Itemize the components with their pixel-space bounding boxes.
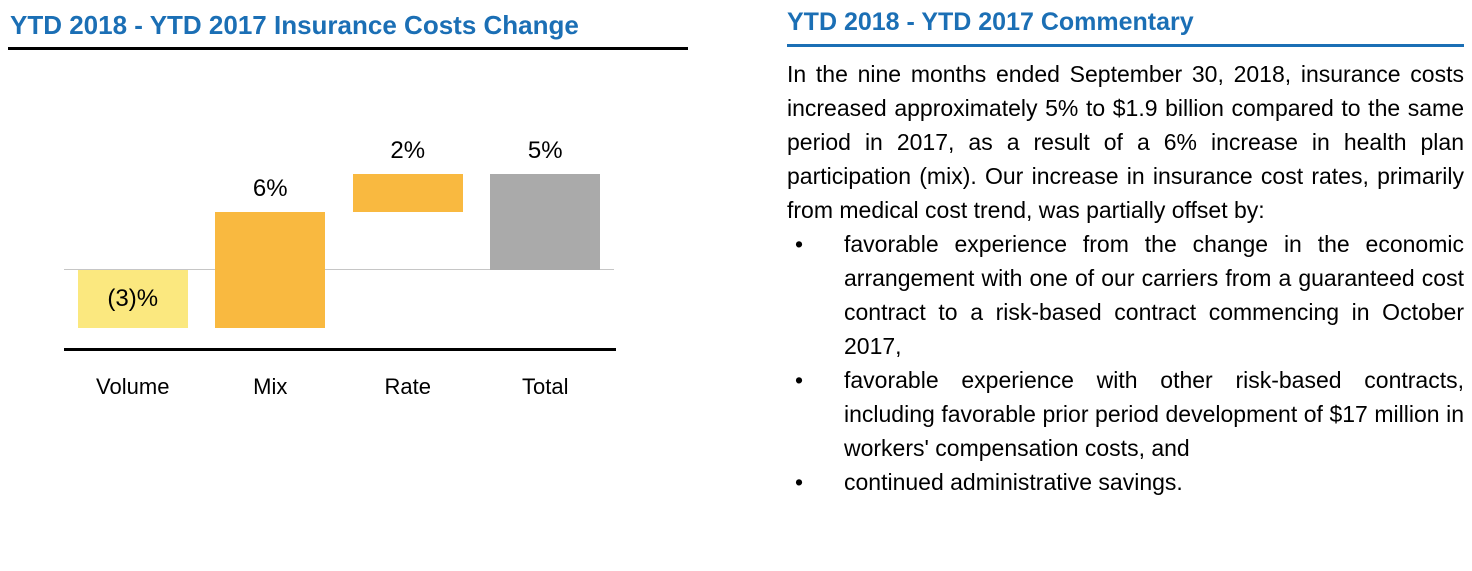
bar-volume (77, 270, 188, 328)
chart-panel: YTD 2018 - YTD 2017 Insurance Costs Chan… (8, 10, 688, 420)
bullet-marker: • (795, 367, 804, 393)
x-axis-line (64, 348, 616, 351)
bullet-item: • favorable experience from the change i… (787, 227, 1464, 363)
bullet-item: • favorable experience with other risk-b… (787, 363, 1464, 465)
bullet-marker: • (795, 231, 804, 257)
commentary-intro: In the nine months ended September 30, 2… (787, 61, 1464, 223)
bar-rate (352, 173, 463, 213)
bar-value-label: 2% (390, 136, 426, 164)
category-label: Total (522, 374, 569, 399)
bullet-text: favorable experience with other risk-bas… (844, 367, 1464, 461)
chart-title: YTD 2018 - YTD 2017 Insurance Costs Chan… (10, 10, 579, 40)
bar-mix (215, 212, 326, 328)
zero-baseline (64, 269, 614, 270)
category-label: Mix (253, 374, 288, 399)
bullet-text: favorable experience from the change in … (844, 231, 1464, 359)
category-label: Volume (96, 374, 170, 399)
commentary-panel: YTD 2018 - YTD 2017 Commentary In the ni… (787, 0, 1464, 499)
bar-value-label: 5% (527, 136, 563, 164)
chart-title-rule (8, 47, 688, 50)
commentary-title-rule (787, 44, 1464, 47)
commentary-title: YTD 2018 - YTD 2017 Commentary (787, 8, 1194, 36)
bullet-marker: • (795, 469, 804, 495)
bullet-list: • favorable experience from the change i… (787, 227, 1464, 499)
category-label: Rate (384, 374, 431, 399)
bar-value-label: (3)% (107, 284, 159, 312)
bullet-item: • continued administrative savings. (787, 465, 1464, 499)
bar-value-label: 6% (252, 175, 288, 203)
bar-total (490, 173, 601, 270)
bullet-text: continued administrative savings. (844, 469, 1183, 495)
plot-area: (3)% Volume 6% Mix 2% Rate 5% Total (64, 130, 616, 420)
